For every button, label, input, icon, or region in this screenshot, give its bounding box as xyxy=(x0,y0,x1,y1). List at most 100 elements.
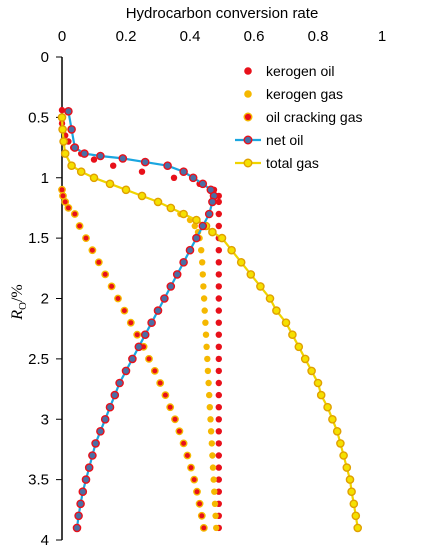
data-point-total-gas xyxy=(265,294,275,303)
data-point-kerogen-gas xyxy=(201,307,208,314)
data-point-kerogen-oil xyxy=(90,156,98,163)
legend-item-kerogen-gas: kerogen gas xyxy=(244,86,343,102)
data-point-net-oil xyxy=(192,233,201,243)
data-point-total-gas xyxy=(349,499,359,509)
data-point-net-oil xyxy=(121,366,131,376)
data-point-kerogen-gas xyxy=(202,319,209,326)
data-point-oil-cracking-gas xyxy=(70,210,79,218)
data-point-total-gas xyxy=(300,354,310,364)
data-point-net-oil xyxy=(160,294,169,303)
series-net-oil xyxy=(64,107,219,533)
x-tick-label: 0 xyxy=(58,28,66,45)
data-point-total-gas xyxy=(192,215,201,225)
x-tick-label: 0.8 xyxy=(308,28,329,45)
data-point-kerogen-gas xyxy=(202,331,210,338)
data-point-oil-cracking-gas xyxy=(166,403,175,412)
data-point-oil-cracking-gas xyxy=(75,222,84,230)
data-point-oil-cracking-gas xyxy=(156,379,165,387)
data-point-kerogen-oil xyxy=(215,476,222,483)
data-point-total-gas xyxy=(179,209,188,219)
data-point-oil-cracking-gas xyxy=(64,203,73,212)
data-point-net-oil xyxy=(198,221,208,231)
data-point-kerogen-oil xyxy=(215,319,222,326)
legend-marker xyxy=(243,158,253,168)
x-tick-label: 0.6 xyxy=(244,28,265,45)
data-point-total-gas xyxy=(166,203,176,213)
legend-marker xyxy=(244,90,252,98)
data-point-net-oil xyxy=(110,390,120,400)
data-point-kerogen-oil xyxy=(215,404,222,411)
data-point-total-gas xyxy=(316,390,326,400)
data-point-total-gas xyxy=(57,113,67,122)
data-point-net-oil xyxy=(134,342,144,352)
data-point-total-gas xyxy=(281,318,291,328)
series-line-total-gas xyxy=(60,117,359,529)
data-point-oil-cracking-gas xyxy=(58,185,66,194)
data-point-net-oil xyxy=(179,257,188,267)
data-point-net-oil xyxy=(64,107,73,116)
data-point-oil-cracking-gas xyxy=(195,499,204,508)
data-point-total-gas xyxy=(353,523,363,533)
data-point-oil-cracking-gas xyxy=(150,366,159,375)
data-point-total-gas xyxy=(217,233,227,243)
y-tick-label: 2.5 xyxy=(28,351,49,368)
data-point-total-gas xyxy=(236,257,246,267)
data-point-kerogen-oil xyxy=(215,355,222,363)
series-total-gas xyxy=(57,113,363,533)
data-point-kerogen-oil xyxy=(215,428,222,435)
series-layer xyxy=(57,106,363,533)
data-point-kerogen-gas xyxy=(198,247,205,254)
data-point-kerogen-gas xyxy=(209,452,216,459)
data-point-net-oil xyxy=(96,426,105,436)
data-point-total-gas xyxy=(307,366,316,376)
data-point-total-gas xyxy=(323,402,332,412)
legend-item-net-oil: net oil xyxy=(235,132,303,148)
data-point-kerogen-gas xyxy=(211,488,218,495)
data-point-kerogen-gas xyxy=(211,500,219,507)
data-point-oil-cracking-gas xyxy=(88,246,97,255)
data-point-kerogen-gas xyxy=(203,343,210,350)
data-point-oil-cracking-gas xyxy=(126,318,135,327)
data-point-net-oil xyxy=(72,523,82,533)
data-point-net-oil xyxy=(185,245,195,255)
data-point-total-gas xyxy=(342,463,352,472)
data-point-net-oil xyxy=(198,179,208,189)
data-point-net-oil xyxy=(78,487,88,497)
data-point-oil-cracking-gas xyxy=(161,391,170,399)
data-point-kerogen-oil xyxy=(215,247,222,254)
data-point-net-oil xyxy=(153,306,163,315)
data-point-net-oil xyxy=(140,157,150,167)
data-point-kerogen-oil xyxy=(215,440,222,447)
data-point-total-gas xyxy=(347,487,356,497)
data-point-total-gas xyxy=(288,330,297,340)
y-tick-label: 4 xyxy=(41,532,49,549)
data-point-kerogen-oil xyxy=(215,343,222,350)
data-point-oil-cracking-gas xyxy=(61,197,70,206)
data-point-oil-cracking-gas xyxy=(187,463,195,472)
data-point-kerogen-oil xyxy=(215,295,222,302)
data-point-net-oil xyxy=(88,451,97,460)
y-axis-ticks: 0 0.5 1 1.5 2 2.5 3 3.5 4 xyxy=(28,49,62,549)
data-point-net-oil xyxy=(105,402,115,412)
data-point-oil-cracking-gas xyxy=(82,234,90,243)
data-point-kerogen-gas xyxy=(205,379,212,387)
data-point-kerogen-gas xyxy=(200,295,208,302)
legend-marker xyxy=(244,67,252,75)
data-point-kerogen-gas xyxy=(213,524,220,532)
data-point-total-gas xyxy=(121,185,131,195)
data-point-total-gas xyxy=(336,439,345,448)
series-oil-cracking-gas xyxy=(58,185,208,532)
data-point-total-gas xyxy=(137,191,147,201)
legend-item-total-gas: total gas xyxy=(235,155,319,171)
data-point-net-oil xyxy=(100,414,110,424)
data-point-total-gas xyxy=(208,227,217,237)
data-point-total-gas xyxy=(59,137,68,146)
data-point-net-oil xyxy=(67,125,76,134)
y-tick-label: 0 xyxy=(41,49,49,66)
data-point-net-oil xyxy=(128,354,137,364)
data-point-net-oil xyxy=(147,318,156,328)
data-point-kerogen-oil xyxy=(110,162,117,169)
data-point-total-gas xyxy=(153,197,163,207)
data-point-total-gas xyxy=(60,149,70,158)
